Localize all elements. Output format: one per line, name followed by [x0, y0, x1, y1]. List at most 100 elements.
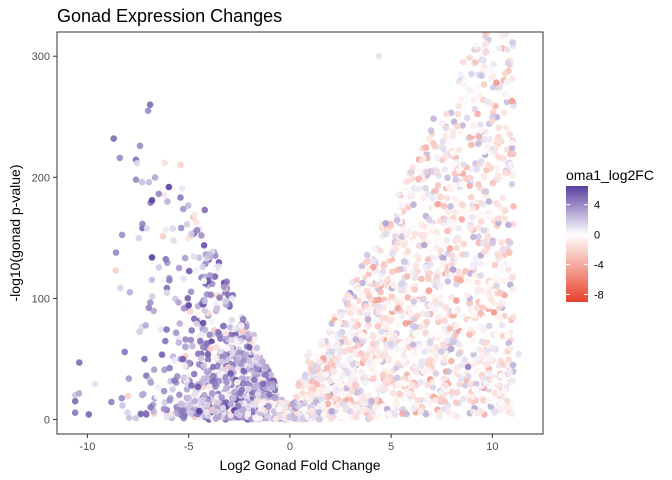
data-point: [499, 277, 506, 285]
data-point: [472, 380, 480, 388]
data-point: [477, 310, 484, 317]
data-point: [207, 345, 214, 353]
data-point: [148, 276, 156, 284]
data-point: [481, 212, 488, 220]
data-point: [163, 289, 171, 297]
data-point: [193, 320, 201, 328]
data-point: [448, 261, 455, 268]
data-point: [397, 347, 404, 354]
data-point: [459, 58, 467, 66]
data-point: [335, 361, 342, 368]
data-point: [406, 254, 413, 261]
data-point: [166, 277, 173, 284]
data-point: [154, 321, 162, 329]
data-point: [228, 336, 235, 344]
data-point: [199, 263, 206, 271]
data-point: [325, 393, 332, 401]
data-point: [375, 52, 383, 60]
data-point: [411, 364, 419, 371]
data-point: [411, 238, 418, 246]
data-point: [455, 146, 463, 154]
data-point: [490, 309, 498, 316]
data-point: [186, 308, 194, 315]
data-point: [504, 93, 512, 100]
data-point: [389, 250, 396, 257]
data-point: [453, 364, 461, 371]
data-point: [509, 361, 517, 369]
data-point: [155, 264, 163, 271]
data-point: [432, 243, 440, 251]
data-point: [110, 135, 117, 142]
data-point: [477, 218, 485, 225]
data-point: [217, 335, 224, 342]
data-point: [434, 182, 442, 189]
data-point: [414, 312, 421, 320]
data-point: [341, 361, 349, 369]
data-point: [308, 408, 316, 415]
data-point: [368, 397, 375, 405]
data-point: [275, 406, 282, 413]
data-point: [357, 331, 365, 339]
data-point: [197, 354, 205, 362]
data-point: [418, 362, 425, 370]
data-point: [394, 321, 402, 328]
data-point: [246, 357, 253, 364]
data-point: [212, 409, 219, 416]
data-point: [403, 410, 410, 418]
data-point: [222, 297, 229, 305]
data-point: [390, 244, 397, 252]
data-point: [475, 224, 482, 231]
data-point: [509, 410, 516, 418]
data-point: [302, 382, 310, 390]
data-point: [137, 410, 145, 418]
data-point: [422, 393, 430, 400]
data-point: [409, 164, 416, 171]
data-point: [449, 149, 457, 157]
data-point: [250, 376, 258, 384]
data-point: [181, 362, 189, 370]
data-point: [449, 373, 456, 380]
data-point: [303, 352, 311, 360]
data-point: [227, 370, 234, 377]
data-point: [262, 371, 269, 379]
data-point: [498, 239, 505, 246]
data-point: [483, 143, 491, 150]
x-axis: -10 -5 0 5 10: [79, 434, 499, 453]
data-point: [441, 317, 448, 325]
data-point: [422, 160, 430, 168]
data-point: [483, 98, 491, 105]
data-point: [441, 325, 449, 333]
data-point: [409, 392, 417, 400]
data-point: [364, 316, 372, 323]
data-point: [393, 217, 401, 224]
data-point: [497, 51, 505, 58]
y-axis: 0 100 200 300: [32, 51, 57, 426]
data-point: [440, 255, 447, 262]
data-point: [485, 288, 493, 296]
data-point: [149, 293, 156, 300]
data-point: [481, 315, 489, 322]
data-point: [472, 42, 480, 50]
data-point: [507, 150, 514, 158]
data-point: [459, 201, 467, 209]
data-point: [397, 281, 405, 289]
data-point: [489, 84, 497, 91]
data-point: [324, 387, 331, 394]
data-point: [475, 181, 482, 188]
data-point: [482, 49, 489, 57]
data-point: [493, 331, 500, 338]
data-point: [150, 366, 158, 374]
data-point: [395, 360, 402, 368]
data-point: [429, 195, 437, 202]
data-point: [216, 371, 224, 379]
data-point: [301, 405, 308, 413]
data-point: [472, 260, 479, 268]
data-point: [459, 329, 466, 337]
data-point: [197, 337, 204, 345]
data-point: [459, 395, 467, 403]
data-point: [425, 275, 432, 283]
data-point: [442, 303, 450, 311]
data-point: [316, 358, 323, 366]
data-point: [409, 341, 417, 348]
data-point: [251, 336, 259, 343]
